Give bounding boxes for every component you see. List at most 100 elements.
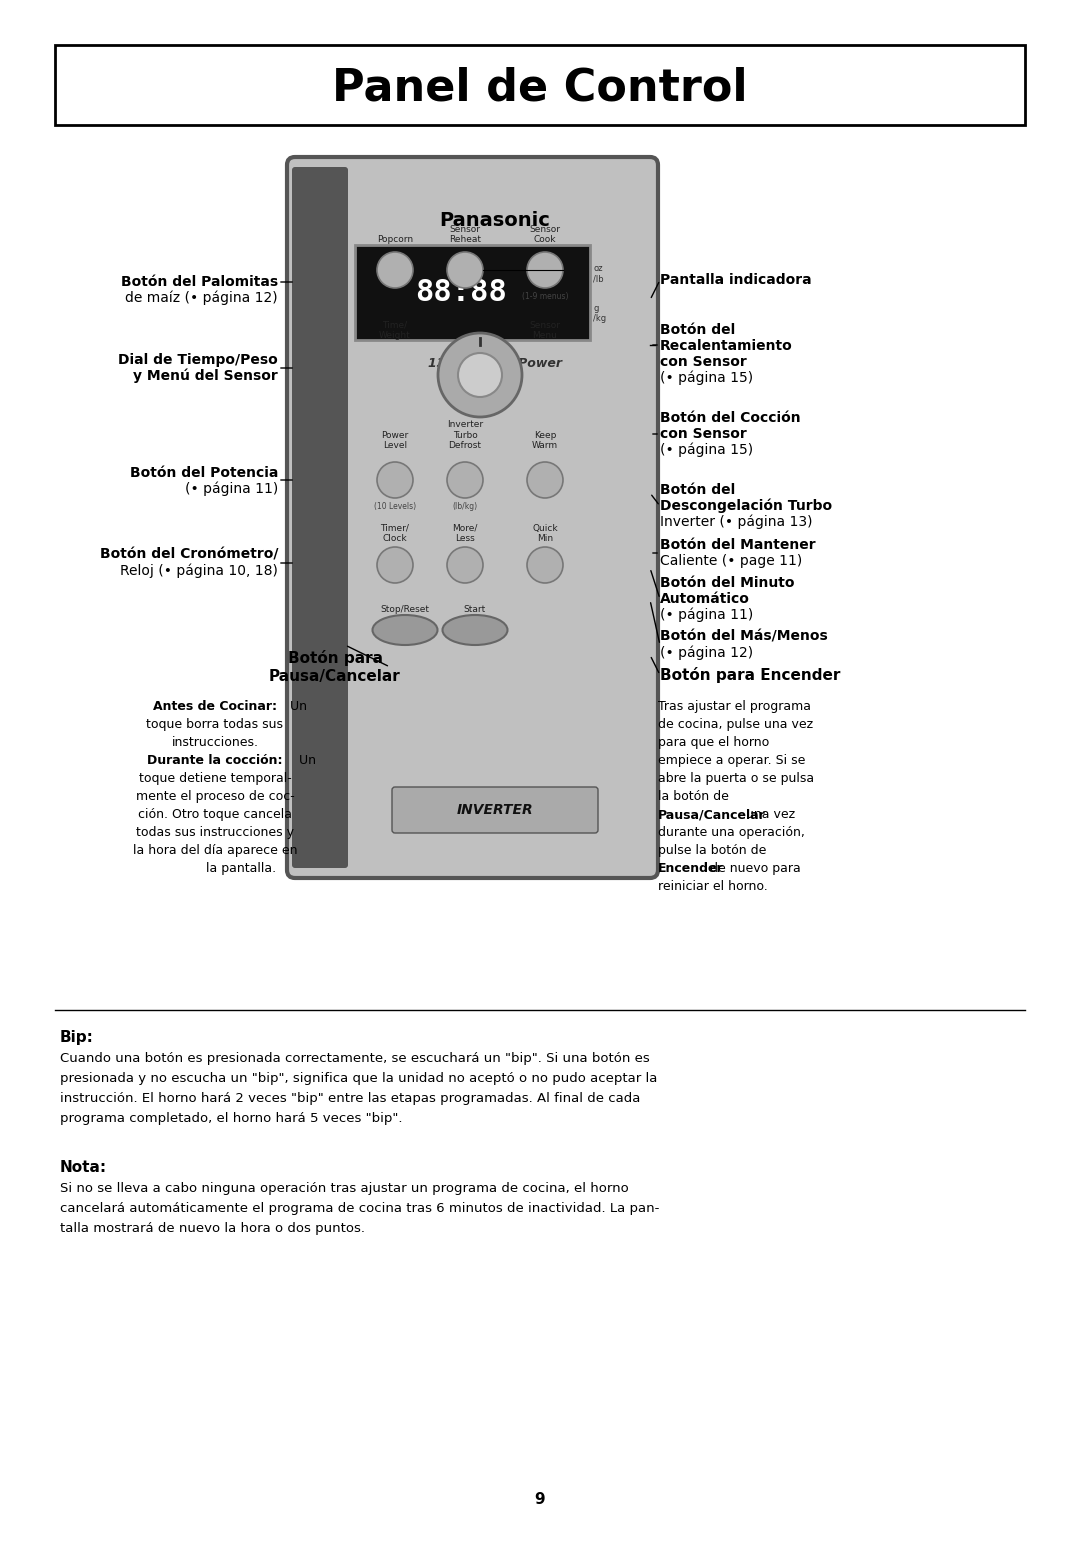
Text: Automático: Automático: [660, 592, 750, 606]
Circle shape: [447, 462, 483, 498]
Text: de cocina, pulse una vez: de cocina, pulse una vez: [658, 718, 813, 731]
Text: de maíz (• página 12): de maíz (• página 12): [125, 291, 278, 305]
Circle shape: [447, 548, 483, 584]
Text: abre la puerta o se pulsa: abre la puerta o se pulsa: [658, 772, 814, 786]
Text: Sensor
Reheat: Sensor Reheat: [449, 225, 481, 244]
Text: (• página 15): (• página 15): [660, 371, 753, 385]
Text: Panel de Control: Panel de Control: [333, 66, 747, 110]
Text: Durante la cocción:: Durante la cocción:: [147, 754, 283, 767]
Text: Pantalla indicadora: Pantalla indicadora: [660, 272, 812, 286]
Text: (• página 12): (• página 12): [660, 646, 753, 660]
Text: oz
/lb: oz /lb: [593, 264, 604, 283]
Text: empiece a operar. Si se: empiece a operar. Si se: [658, 754, 806, 767]
Text: presionada y no escucha un "bip", significa que la unidad no aceptó o no pudo ac: presionada y no escucha un "bip", signif…: [60, 1072, 658, 1085]
Text: mente el proceso de coc-: mente el proceso de coc-: [136, 790, 295, 803]
Circle shape: [458, 354, 502, 398]
Text: 1300W High Power: 1300W High Power: [428, 357, 562, 369]
Text: Si no se lleva a cabo ninguna operación tras ajustar un programa de cocina, el h: Si no se lleva a cabo ninguna operación …: [60, 1182, 629, 1196]
Text: de nuevo para: de nuevo para: [706, 862, 800, 875]
Text: la hora del día aparece en: la hora del día aparece en: [133, 844, 297, 858]
FancyBboxPatch shape: [392, 787, 598, 833]
Text: la botón de: la botón de: [658, 790, 729, 803]
Text: Dial de Tiempo/Peso: Dial de Tiempo/Peso: [118, 354, 278, 368]
Text: Pausa/Cancelar: Pausa/Cancelar: [269, 668, 401, 684]
Circle shape: [527, 548, 563, 584]
Circle shape: [377, 252, 413, 288]
Text: Sensor
Cook: Sensor Cook: [529, 225, 561, 244]
Text: Nota:: Nota:: [60, 1160, 107, 1175]
Text: cancelará automáticamente el programa de cocina tras 6 minutos de inactividad. L: cancelará automáticamente el programa de…: [60, 1202, 660, 1214]
FancyBboxPatch shape: [287, 156, 658, 878]
Text: instrucciones.: instrucciones.: [172, 736, 258, 750]
Text: la pantalla.: la pantalla.: [154, 862, 276, 875]
Text: Un: Un: [286, 700, 308, 714]
Text: reiniciar el horno.: reiniciar el horno.: [658, 880, 768, 894]
Text: Inverter (• página 13): Inverter (• página 13): [660, 515, 812, 529]
Text: Tras ajustar el programa: Tras ajustar el programa: [658, 700, 811, 714]
Text: (lb/kg): (lb/kg): [453, 502, 477, 512]
Text: Botón del Cocción: Botón del Cocción: [660, 412, 800, 426]
Text: con Sensor: con Sensor: [660, 355, 746, 369]
Text: y Menú del Sensor: y Menú del Sensor: [133, 369, 278, 383]
Circle shape: [527, 252, 563, 288]
Text: todas sus instrucciones y: todas sus instrucciones y: [136, 826, 294, 839]
Text: Botón para: Botón para: [287, 649, 382, 667]
Text: Quick
Min: Quick Min: [532, 524, 557, 543]
Text: Recalentamiento: Recalentamiento: [660, 340, 793, 354]
Text: Botón del Más/Menos: Botón del Más/Menos: [660, 631, 827, 645]
Text: talla mostrará de nuevo la hora o dos puntos.: talla mostrará de nuevo la hora o dos pu…: [60, 1222, 365, 1235]
Text: Keep
Warm: Keep Warm: [532, 430, 558, 451]
Bar: [355, 246, 590, 340]
Text: Un: Un: [295, 754, 315, 767]
Text: Botón para Encender: Botón para Encender: [660, 667, 840, 682]
Text: Stop/Reset: Stop/Reset: [380, 606, 430, 613]
Text: ción. Otro toque cancela: ción. Otro toque cancela: [138, 808, 292, 822]
Text: Botón del: Botón del: [660, 322, 735, 336]
Text: para que el horno: para que el horno: [658, 736, 769, 750]
Circle shape: [447, 252, 483, 288]
Text: Botón del Potencia: Botón del Potencia: [130, 466, 278, 480]
Ellipse shape: [443, 615, 508, 645]
Text: Botón del Mantener: Botón del Mantener: [660, 538, 815, 552]
Text: 88:88: 88:88: [415, 279, 507, 307]
Text: (• página 11): (• página 11): [185, 482, 278, 496]
Text: programa completado, el horno hará 5 veces "bip".: programa completado, el horno hará 5 vec…: [60, 1113, 403, 1125]
Text: Reloj (• página 10, 18): Reloj (• página 10, 18): [120, 563, 278, 577]
Text: Botón del Minuto: Botón del Minuto: [660, 576, 795, 590]
Text: Encender: Encender: [658, 862, 724, 875]
Text: (10 Levels): (10 Levels): [374, 502, 416, 512]
Text: Botón del Cronómetro/: Botón del Cronómetro/: [99, 548, 278, 562]
FancyBboxPatch shape: [292, 167, 348, 869]
Text: Inverter
Turbo
Defrost: Inverter Turbo Defrost: [447, 419, 483, 451]
Text: Botón del: Botón del: [660, 484, 735, 498]
Text: Botón del Palomitas: Botón del Palomitas: [121, 275, 278, 290]
Text: toque borra todas sus: toque borra todas sus: [147, 718, 283, 731]
Text: una vez: una vez: [742, 808, 795, 822]
Text: (• página 15): (• página 15): [660, 443, 753, 457]
Text: pulse la botón de: pulse la botón de: [658, 844, 767, 858]
Text: More/
Less: More/ Less: [453, 524, 477, 543]
Text: Descongelación Turbo: Descongelación Turbo: [660, 499, 832, 513]
Text: Caliente (• page 11): Caliente (• page 11): [660, 554, 802, 568]
Text: instrucción. El horno hará 2 veces "bip" entre las etapas programadas. Al final : instrucción. El horno hará 2 veces "bip"…: [60, 1092, 640, 1105]
Text: Cuando una botón es presionada correctamente, se escuchará un "bip". Si una botó: Cuando una botón es presionada correctam…: [60, 1052, 650, 1066]
Text: 9: 9: [535, 1493, 545, 1507]
Text: (• página 11): (• página 11): [660, 607, 753, 623]
Text: Bip:: Bip:: [60, 1030, 94, 1045]
Text: g
/kg: g /kg: [593, 304, 606, 322]
Circle shape: [377, 462, 413, 498]
Text: Time/
Weight: Time/ Weight: [379, 321, 410, 340]
Circle shape: [527, 462, 563, 498]
Text: Popcorn: Popcorn: [377, 235, 413, 244]
Text: (1-9 menus): (1-9 menus): [522, 293, 568, 300]
Text: Start: Start: [464, 606, 486, 613]
Text: Power
Level: Power Level: [381, 430, 408, 451]
Ellipse shape: [373, 615, 437, 645]
Text: toque detiene temporal-: toque detiene temporal-: [138, 772, 292, 786]
Text: Panasonic: Panasonic: [440, 211, 551, 230]
Text: Sensor
Menu: Sensor Menu: [529, 321, 561, 340]
Bar: [55, 45, 1025, 125]
Text: Timer/
Clock: Timer/ Clock: [380, 524, 409, 543]
Text: INVERTER: INVERTER: [457, 803, 534, 817]
Text: con Sensor: con Sensor: [660, 427, 746, 441]
